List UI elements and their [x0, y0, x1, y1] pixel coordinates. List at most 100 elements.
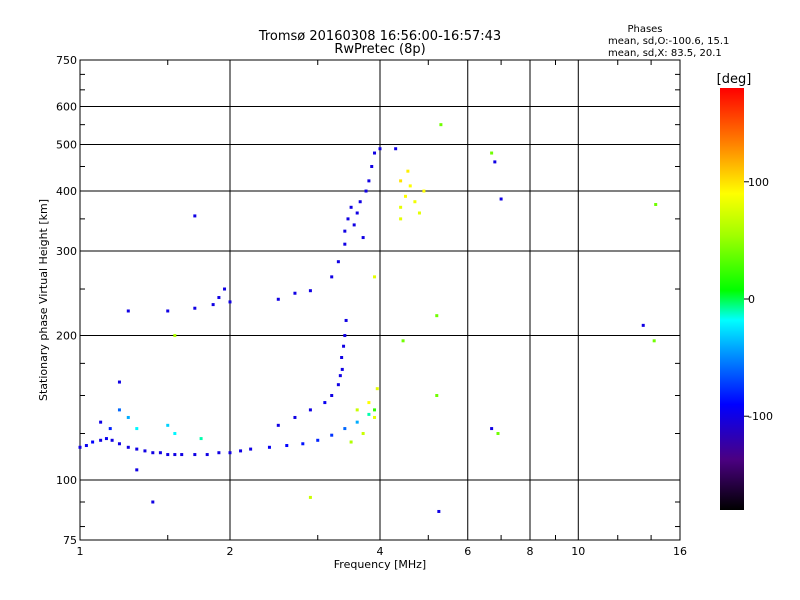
data-point [211, 303, 215, 307]
data-point [267, 445, 271, 449]
data-point [349, 205, 353, 209]
data-point [367, 401, 371, 405]
data-points [78, 123, 658, 513]
data-point [641, 323, 645, 327]
data-point [285, 444, 289, 448]
data-point [301, 442, 305, 446]
y-tick-label: 75 [63, 534, 77, 547]
data-point [330, 394, 334, 398]
data-point [373, 408, 377, 412]
chart-subtitle: RwPretec (8p) [334, 42, 425, 57]
data-point [336, 260, 340, 264]
data-point [173, 453, 177, 457]
data-point [166, 309, 170, 313]
y-axis-label: Stationary phase Virtual Height [km] [37, 199, 50, 401]
data-point [135, 427, 139, 431]
data-point [336, 383, 340, 387]
data-point [126, 445, 130, 449]
data-point [308, 495, 312, 499]
data-point [375, 387, 379, 391]
data-point [91, 440, 95, 444]
data-point [110, 438, 114, 442]
phase-stats: Phases mean, sd,O:-100.6, 15.1 mean, sd,… [608, 24, 729, 59]
data-point [99, 420, 103, 424]
data-point [654, 202, 658, 206]
data-point [343, 334, 347, 338]
y-tick-label: 300 [56, 245, 77, 258]
data-point [437, 509, 441, 513]
data-point [217, 451, 221, 455]
y-tick-label: 750 [56, 54, 77, 67]
data-point [406, 169, 410, 173]
y-tick-label: 500 [56, 139, 77, 152]
data-point [496, 432, 500, 436]
data-point [417, 211, 421, 215]
data-point [199, 437, 203, 441]
data-point [358, 200, 362, 204]
data-point [205, 453, 209, 457]
data-point [193, 306, 197, 310]
data-point [373, 415, 377, 419]
data-point [117, 442, 121, 446]
data-point [493, 160, 497, 164]
data-point [378, 147, 382, 151]
x-tick-label: 8 [527, 545, 534, 558]
data-point [344, 318, 348, 322]
data-point [352, 223, 356, 227]
stats-line-o: mean, sd,O:-100.6, 15.1 [608, 36, 729, 47]
data-point [343, 242, 347, 246]
data-point [104, 437, 108, 441]
data-point [126, 415, 130, 419]
x-tick-label: 2 [227, 545, 234, 558]
data-point [108, 427, 112, 431]
data-point [343, 229, 347, 233]
data-point [217, 296, 221, 300]
data-point [330, 275, 334, 279]
data-point [370, 164, 374, 168]
colorbar-ticks: 100 0 -100 [744, 176, 773, 423]
data-point [173, 432, 177, 436]
x-tick-label: 10 [571, 545, 585, 558]
colorbar: [deg] 100 0 -100 [717, 72, 773, 510]
data-point [401, 339, 405, 343]
data-point [84, 444, 88, 448]
data-point [180, 453, 184, 457]
data-point [346, 217, 350, 221]
data-point [349, 440, 353, 444]
data-point [166, 423, 170, 427]
data-point [413, 200, 417, 204]
data-point [394, 147, 398, 151]
data-point [78, 445, 82, 449]
data-point [355, 420, 359, 424]
data-point [373, 151, 377, 155]
data-point [228, 300, 232, 304]
stats-heading: Phases [627, 24, 662, 35]
data-point [99, 438, 103, 442]
grid-lines [80, 60, 680, 540]
data-point [403, 194, 407, 198]
colorbar-gradient [720, 88, 744, 510]
data-point [143, 449, 147, 453]
data-point [228, 451, 232, 455]
data-point [276, 423, 280, 427]
data-point [340, 367, 344, 371]
data-point [367, 179, 371, 183]
data-point [399, 205, 403, 209]
data-point [342, 344, 346, 348]
y-tick-label: 600 [56, 101, 77, 114]
data-point [117, 408, 121, 412]
data-point [293, 291, 297, 295]
data-point [367, 412, 371, 416]
data-point [399, 217, 403, 221]
colorbar-tick-label: 0 [748, 293, 755, 306]
data-point [135, 447, 139, 451]
data-point [408, 184, 412, 188]
data-point [490, 151, 494, 155]
data-point [166, 453, 170, 457]
data-point [435, 314, 439, 318]
colorbar-tick-label: 100 [748, 176, 769, 189]
data-point [158, 451, 162, 455]
data-point [308, 289, 312, 293]
data-point [173, 334, 177, 338]
